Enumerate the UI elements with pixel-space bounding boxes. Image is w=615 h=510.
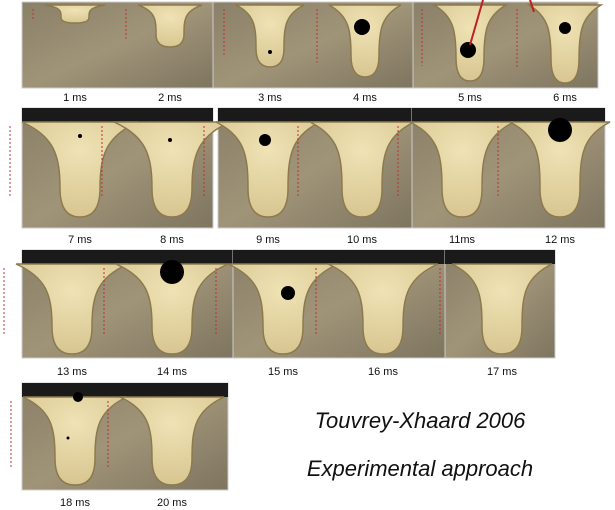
time-label: 10 ms <box>347 234 377 246</box>
time-label: 15 ms <box>268 366 298 378</box>
pore <box>168 138 172 142</box>
pore <box>259 134 271 146</box>
time-label: 3 ms <box>258 92 282 104</box>
surface <box>22 108 213 122</box>
time-label: 14 ms <box>157 366 187 378</box>
surface <box>445 250 555 264</box>
time-label: 13 ms <box>57 366 87 378</box>
time-label: 1 ms <box>63 92 87 104</box>
pore <box>73 392 83 402</box>
surface <box>22 383 228 397</box>
time-label: 6 ms <box>553 92 577 104</box>
caption-subtitle: Experimental approach <box>307 456 533 481</box>
time-label: 16 ms <box>368 366 398 378</box>
time-label: 18 ms <box>60 497 90 509</box>
time-label: 9 ms <box>256 234 280 246</box>
figure: 1 ms 2 ms 3 ms 4 ms 5 ms 6 ms 7 ms 8 ms 9 ms 10 m… <box>0 0 615 510</box>
time-label: 20 ms <box>157 497 187 509</box>
surface <box>412 108 605 122</box>
pore <box>281 286 295 300</box>
time-label: 12 ms <box>545 234 575 246</box>
time-label: 4 ms <box>353 92 377 104</box>
pore <box>460 42 476 58</box>
time-label: 7 ms <box>68 234 92 246</box>
pore <box>67 437 70 440</box>
time-label: 8 ms <box>160 234 184 246</box>
caption-author: Touvrey-Xhaard 2006 <box>315 408 527 433</box>
time-label: 17 ms <box>487 366 517 378</box>
pore <box>548 118 572 142</box>
surface <box>22 250 233 264</box>
pore <box>78 134 82 138</box>
time-label: 11ms <box>449 234 476 246</box>
pore <box>160 260 184 284</box>
pore <box>268 50 272 54</box>
surface <box>218 108 412 122</box>
pore <box>354 19 370 35</box>
time-label: 2 ms <box>158 92 182 104</box>
pore <box>559 22 571 34</box>
surface <box>233 250 445 264</box>
time-label: 5 ms <box>458 92 482 104</box>
